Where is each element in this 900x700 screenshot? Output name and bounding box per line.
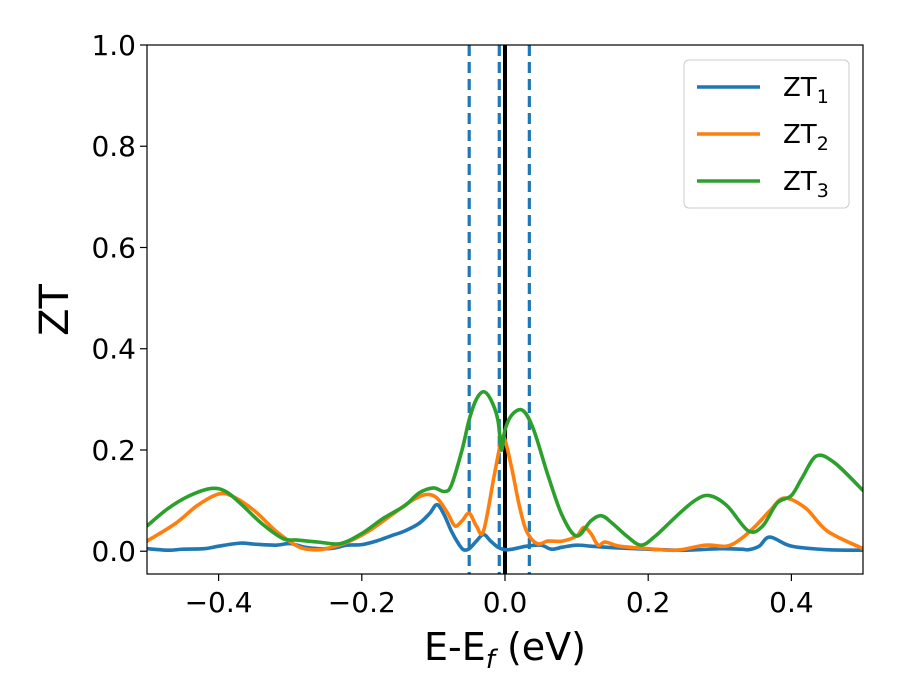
y-tick-label: 0.8 [91,130,136,163]
legend-label-zt3: ZT3 [783,167,829,202]
y-axis-label: ZT [32,284,78,336]
x-axis-ticks: −0.4 −0.2 0.0 0.2 0.4 [185,574,814,619]
x-tick-label: −0.2 [328,586,396,619]
y-tick-label: 0.0 [91,535,136,568]
x-tick-label: −0.4 [185,586,253,619]
x-tick-label: 0.4 [769,586,814,619]
y-tick-label: 0.2 [91,434,136,467]
series-line-zt3 [147,389,863,547]
x-axis-label-main: E-E [424,625,486,669]
reference-lines [467,45,531,574]
x-axis-label-unit: (eV) [495,625,586,669]
series-group [147,389,863,553]
legend-box [683,59,850,209]
x-tick-label: 0.2 [626,586,671,619]
y-tick-label: 0.6 [91,231,136,264]
legend: ZT1 ZT2 ZT3 [683,59,850,209]
y-tick-label: 0.4 [91,333,136,366]
legend-items: ZT1 ZT2 ZT3 [697,73,829,202]
y-axis-ticks: 0.0 0.2 0.4 0.6 0.8 1.0 [91,29,147,568]
x-axis-label: E-Ef (eV) [424,625,586,675]
legend-label-zt1: ZT1 [783,73,829,108]
legend-label-zt2: ZT2 [783,120,829,155]
x-tick-label: 0.0 [483,586,528,619]
y-tick-label: 1.0 [91,29,136,62]
